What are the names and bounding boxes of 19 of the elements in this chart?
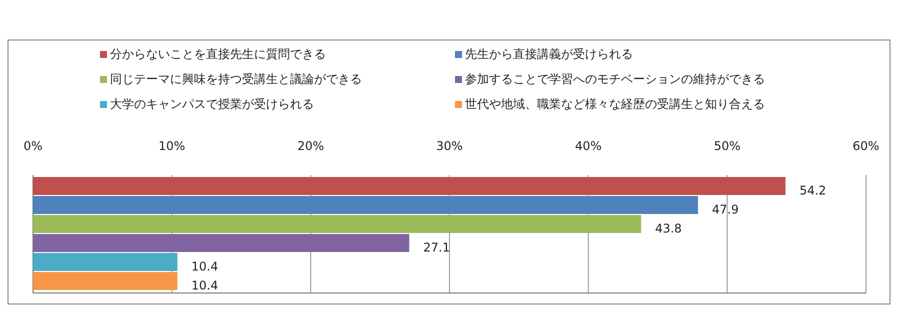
legend-label: 大学のキャンパスで授業が受けられる bbox=[110, 97, 314, 111]
legend-label: 参加することで学習へのモチベーションの維持ができる bbox=[465, 72, 765, 86]
legend-label: 同じテーマに興味を持つ受講生と議論ができる bbox=[110, 72, 362, 86]
legend-label: 分からないことを直接先生に質問できる bbox=[110, 47, 326, 61]
x-tick-label: 40% bbox=[574, 139, 602, 153]
data-label: 10.4 bbox=[191, 278, 218, 292]
data-label: 47.9 bbox=[712, 202, 739, 216]
x-tick-label: 20% bbox=[297, 139, 324, 153]
x-tick-label: 50% bbox=[714, 139, 741, 153]
x-tick-label: 30% bbox=[436, 139, 463, 153]
data-label: 27.1 bbox=[423, 240, 450, 254]
legend-label: 世代や地域、職業など様々な経歴の受講生と知り合える bbox=[465, 97, 765, 111]
data-label: 10.4 bbox=[191, 260, 218, 274]
legend-label: 先生から直接講義が受けられる bbox=[465, 47, 633, 61]
x-tick-label: 10% bbox=[158, 139, 186, 153]
x-tick-label: 60% bbox=[852, 139, 880, 153]
data-label: 54.2 bbox=[799, 184, 826, 198]
data-label: 43.8 bbox=[655, 222, 682, 236]
x-tick-label: 0% bbox=[23, 139, 43, 153]
